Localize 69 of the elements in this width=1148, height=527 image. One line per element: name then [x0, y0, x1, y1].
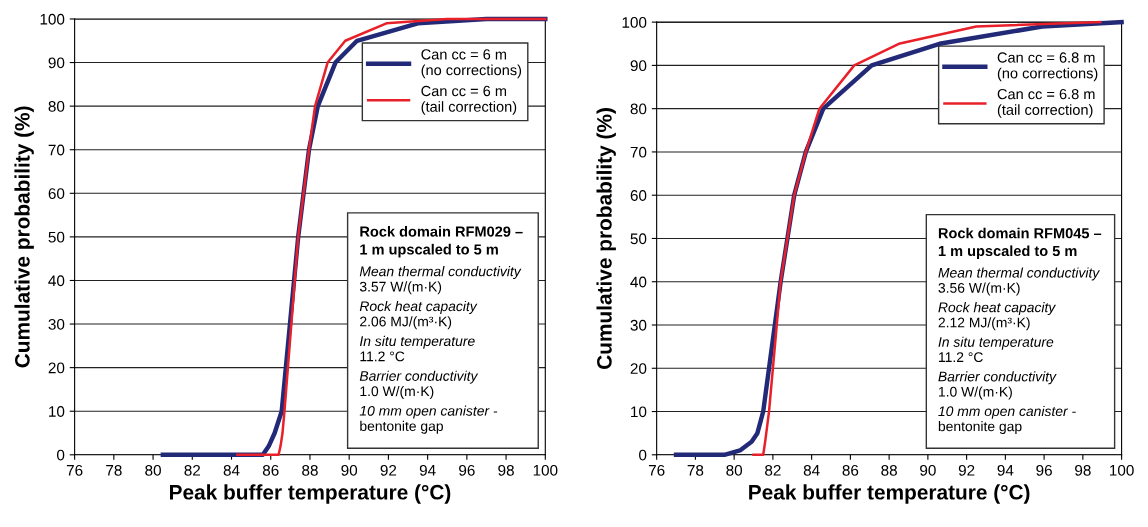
x-axis-title: Peak buffer temperature (°C) — [749, 484, 1030, 504]
legend-label: Can cc = 6 m (no corrections) — [421, 49, 522, 79]
x-tick-label: 78 — [687, 464, 704, 476]
x-tick-label: 88 — [881, 464, 897, 476]
legend-label: Can cc = 6.8 m (tail correction) — [997, 88, 1095, 118]
annotation: In situ temperature 11.2 °C — [938, 336, 1054, 363]
y-tick-label: 50 — [48, 231, 65, 243]
annotation: Mean thermal conductivity 3.57 W/(m·K) — [359, 266, 522, 295]
y-tick-label: 10 — [631, 406, 647, 418]
y-tick-label: 60 — [48, 188, 65, 199]
x-axis-title: Peak buffer temperature (°C) — [170, 484, 451, 504]
y-tick-label: 20 — [48, 362, 65, 374]
x-tick-label: 82 — [765, 464, 781, 476]
x-tick-label: 100 — [533, 464, 558, 476]
x-tick-label: 92 — [380, 464, 397, 476]
y-tick-label: 0 — [639, 449, 647, 461]
annotation: Rock domain RFM045 – 1 m upscaled to 5 m — [938, 227, 1102, 259]
x-tick-label: 88 — [302, 464, 318, 476]
x-tick-label: 98 — [1075, 464, 1091, 476]
y-tick-label: 90 — [630, 60, 647, 72]
annotation: In situ temperature 11.2 °C — [359, 335, 475, 362]
x-tick-label: 76 — [66, 464, 83, 476]
x-tick-label: 94 — [997, 464, 1014, 476]
y-tick-label: 90 — [48, 57, 65, 69]
x-tick-label: 78 — [106, 464, 122, 476]
y-tick-label: 80 — [630, 103, 647, 115]
y-tick-label: 40 — [48, 275, 65, 287]
legend-label: Can cc = 6 m (tail correction) — [421, 85, 517, 115]
y-axis-title: Cumulative probability (%) — [596, 108, 616, 369]
annotation: Mean thermal conductivity 3.56 W/(m·K) — [938, 267, 1100, 296]
annotation: 10 mm open canister - bentonite gap — [359, 405, 498, 434]
x-tick-label: 94 — [419, 464, 436, 476]
y-tick-label: 30 — [630, 319, 647, 331]
x-tick-label: 84 — [223, 464, 240, 476]
y-tick-label: 40 — [630, 276, 647, 288]
annotation: Rock heat capacity 2.12 MJ/(m³·K) — [938, 302, 1056, 331]
x-tick-label: 98 — [498, 464, 514, 476]
y-tick-label: 100 — [622, 17, 647, 28]
y-tick-label: 80 — [48, 101, 65, 112]
annotation: Rock domain RFM029 – 1 m upscaled to 5 m — [360, 225, 523, 258]
x-tick-label: 86 — [262, 464, 279, 476]
annotation: Barrier conductivity 1.0 W/(m·K) — [938, 371, 1057, 400]
x-tick-label: 96 — [459, 464, 475, 476]
x-tick-label: 100 — [1110, 464, 1134, 476]
x-tick-label: 82 — [184, 464, 201, 476]
x-tick-label: 90 — [920, 464, 936, 476]
y-tick-label: 70 — [630, 146, 647, 158]
y-tick-label: 60 — [630, 190, 647, 201]
y-tick-label: 70 — [48, 144, 65, 156]
legend-label: Can cc = 6.8 m (no corrections) — [997, 52, 1098, 82]
x-tick-label: 92 — [958, 464, 975, 476]
y-axis-title: Cumulative probability (%) — [14, 106, 34, 368]
line-series — [752, 20, 1102, 457]
y-tick-label: 50 — [630, 233, 647, 245]
annotation: Rock heat capacity 2.06 MJ/(m³·K) — [359, 300, 478, 330]
x-tick-label: 96 — [1036, 464, 1052, 476]
x-tick-label: 86 — [842, 464, 859, 476]
annotation: Barrier conductivity 1.0 W/(m·K) — [359, 370, 479, 399]
annotation: 10 mm open canister - bentonite gap — [938, 405, 1076, 434]
y-tick-label: 100 — [40, 13, 65, 25]
y-tick-label: 30 — [48, 318, 65, 330]
x-tick-label: 80 — [726, 464, 743, 476]
x-tick-label: 90 — [341, 464, 358, 476]
x-tick-label: 80 — [145, 464, 161, 476]
y-tick-label: 20 — [630, 363, 647, 374]
x-tick-label: 84 — [803, 464, 820, 476]
y-tick-label: 0 — [57, 449, 65, 461]
x-tick-label: 76 — [648, 464, 665, 476]
y-tick-label: 10 — [49, 406, 65, 417]
